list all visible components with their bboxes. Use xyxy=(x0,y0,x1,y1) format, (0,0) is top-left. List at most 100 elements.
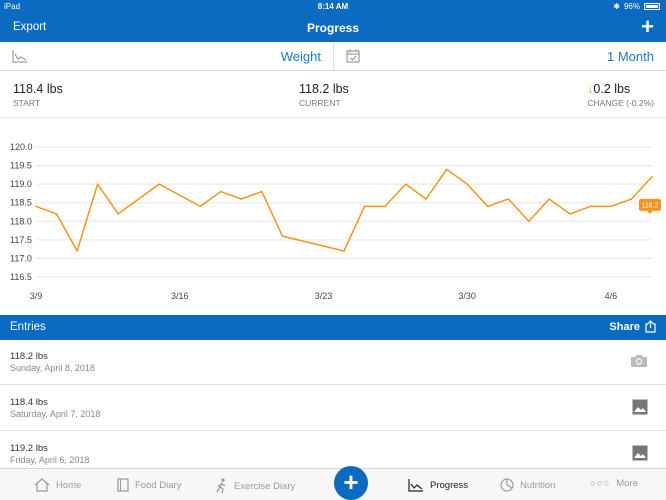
status-time: 8:14 AM xyxy=(317,2,349,11)
stat-change: ↓0.2 lbs CHANGE (-0.2%) xyxy=(587,82,654,108)
data-point xyxy=(363,205,366,208)
data-point xyxy=(466,183,469,185)
start-label: START xyxy=(13,98,41,108)
data-point xyxy=(651,175,653,178)
data-point xyxy=(240,198,243,200)
metric-selector[interactable]: Weight xyxy=(280,49,321,64)
data-point xyxy=(384,205,386,208)
pie-chart-icon xyxy=(500,478,514,492)
tab-home[interactable]: Home xyxy=(34,478,81,492)
data-point xyxy=(261,190,263,193)
y-tick-label: 118.0 xyxy=(10,216,32,226)
bluetooth-icon: ✱ xyxy=(613,2,620,11)
arrow-down-icon: ↓ xyxy=(587,82,594,96)
y-tick-label: 116.5 xyxy=(10,272,32,282)
entry-date: Saturday, April 7, 2018 xyxy=(10,409,101,419)
y-tick-label: 119.0 xyxy=(10,179,32,189)
data-point xyxy=(76,250,78,252)
entry-row[interactable]: 118.4 lbs Saturday, April 7, 2018 xyxy=(0,386,666,431)
entry-row[interactable]: 118.2 lbs Sunday, April 8, 2018 xyxy=(0,340,666,385)
data-point xyxy=(220,190,222,193)
device-name: iPad xyxy=(4,2,21,11)
x-tick-label: 3/16 xyxy=(171,291,189,301)
export-button[interactable]: Export xyxy=(13,21,47,33)
last-value-label: 118.2 xyxy=(642,202,659,209)
share-icon xyxy=(645,320,656,333)
y-tick-label: 119.5 xyxy=(10,161,32,171)
image-icon[interactable] xyxy=(632,445,648,461)
data-point xyxy=(343,250,345,252)
change-value: 0.2 lbs xyxy=(593,82,631,96)
data-point xyxy=(528,220,530,223)
tab-home-label: Home xyxy=(56,479,82,491)
data-point xyxy=(486,205,489,208)
tab-food-label: Food Diary xyxy=(135,479,182,491)
home-icon xyxy=(34,478,50,492)
y-tick-label: 118.5 xyxy=(10,198,32,208)
start-value: 118.4 lbs xyxy=(13,82,63,96)
last-value-pointer xyxy=(647,210,653,214)
data-point xyxy=(589,205,592,208)
data-point xyxy=(199,205,202,208)
data-point xyxy=(404,183,407,185)
current-value: 118.2 lbs xyxy=(299,82,349,96)
book-icon xyxy=(117,478,129,492)
battery-icon xyxy=(644,3,660,10)
tab-progress[interactable]: Progress xyxy=(408,478,468,492)
stat-current: 118.2 lbs CURRENT xyxy=(299,82,349,108)
stats-row: 118.4 lbs START 118.2 lbs CURRENT ↓0.2 l… xyxy=(0,71,666,118)
entries-title: Entries xyxy=(10,321,46,333)
stat-start: 118.4 lbs START xyxy=(13,82,63,108)
range-selector[interactable]: 1 Month xyxy=(607,49,654,64)
tab-exercise-diary[interactable]: Exercise Diary xyxy=(216,478,295,494)
data-point xyxy=(548,198,551,200)
add-entry-button[interactable]: + xyxy=(334,466,368,500)
battery-percent: 96% xyxy=(623,2,640,11)
calendar-icon[interactable] xyxy=(346,49,360,63)
share-button[interactable]: Share xyxy=(609,320,656,333)
data-point xyxy=(281,235,284,237)
data-point xyxy=(425,198,427,200)
tab-bar: Home Food Diary Exercise Diary Progress … xyxy=(0,468,666,500)
y-tick-label: 117.5 xyxy=(10,235,32,245)
data-point xyxy=(55,213,58,215)
series-line xyxy=(35,168,653,252)
entry-date: Friday, April 6, 2018 xyxy=(10,455,90,465)
runner-icon xyxy=(216,478,226,494)
data-point xyxy=(445,168,448,171)
tab-progress-label: Progress xyxy=(430,479,469,491)
data-point xyxy=(35,205,37,208)
last-value-badge xyxy=(639,198,661,211)
filter-bar: Weight 1 Month xyxy=(0,42,666,71)
filter-divider xyxy=(333,42,334,71)
data-point xyxy=(630,198,633,200)
x-tick-label: 3/9 xyxy=(30,291,43,301)
data-point xyxy=(96,183,99,185)
change-label: CHANGE (-0.2%) xyxy=(587,98,654,108)
entry-weight: 119.2 lbs xyxy=(10,443,48,454)
chart-icon[interactable] xyxy=(12,49,28,63)
status-bar: iPad 8:14 AM ✱ 96% xyxy=(0,0,666,14)
data-point xyxy=(507,198,510,200)
y-tick-label: 120.0 xyxy=(10,142,33,152)
tab-exercise-label: Exercise Diary xyxy=(234,480,296,492)
data-point xyxy=(569,213,571,215)
x-tick-label: 3/30 xyxy=(458,291,476,301)
data-point xyxy=(117,213,119,215)
x-tick-label: 4/6 xyxy=(605,291,618,301)
tab-nutrition-label: Nutrition xyxy=(520,479,556,491)
tab-more-label: More xyxy=(616,478,638,489)
line-chart-icon xyxy=(408,479,423,492)
add-button[interactable]: + xyxy=(641,14,654,39)
camera-icon[interactable] xyxy=(630,353,648,368)
weight-chart: 120.0 119.5 119.0 118.5 118.0 117.5 117.0 116.5… xyxy=(10,142,661,301)
entry-weight: 118.4 lbs xyxy=(10,397,48,408)
tab-more[interactable]: ○○○ More xyxy=(590,478,638,489)
tab-food-diary[interactable]: Food Diary xyxy=(117,478,181,492)
tab-nutrition[interactable]: Nutrition xyxy=(500,478,555,492)
image-icon[interactable] xyxy=(632,399,648,415)
data-point xyxy=(610,205,612,208)
entry-weight: 118.2 lbs xyxy=(10,351,48,362)
current-label: CURRENT xyxy=(299,98,341,108)
more-dots-icon: ○○○ xyxy=(590,478,611,489)
